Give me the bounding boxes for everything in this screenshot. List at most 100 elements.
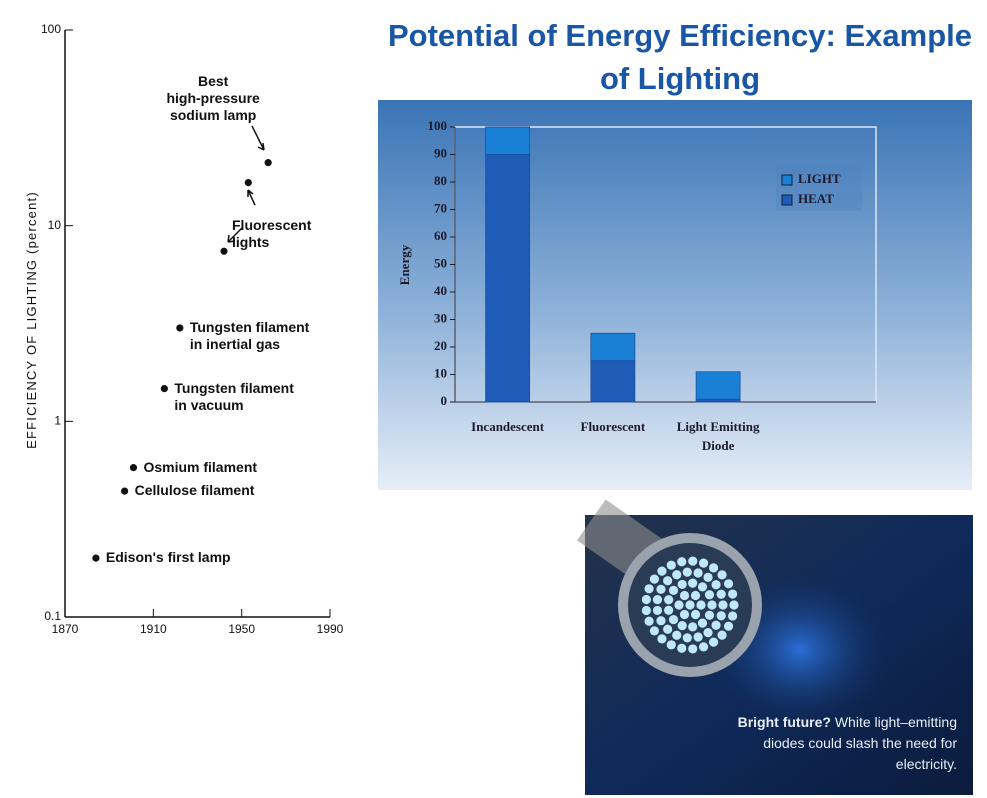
led — [683, 568, 692, 577]
bar-segment — [696, 372, 740, 400]
led — [663, 576, 672, 585]
legend-swatch — [782, 175, 792, 185]
y-tick-label: 10 — [434, 365, 447, 380]
led — [667, 561, 676, 570]
led — [667, 640, 676, 649]
point-label: Edison's first lamp — [106, 549, 231, 566]
led — [656, 616, 665, 625]
y-axis-label: EFFICIENCY OF LIGHTING (percent) — [24, 191, 39, 449]
led — [642, 595, 651, 604]
x-tick-label: Light Emitting Diode — [668, 417, 768, 455]
bar-segment — [486, 127, 530, 155]
led — [709, 638, 718, 647]
led — [698, 582, 707, 591]
led — [711, 580, 720, 589]
led — [707, 600, 716, 609]
legend-label: HEAT — [798, 191, 834, 206]
led — [688, 556, 697, 565]
y-tick-label: 40 — [434, 283, 447, 298]
x-tick-label: Fluorescent — [563, 417, 663, 436]
point-label: Osmium filament — [143, 459, 257, 476]
led — [680, 610, 689, 619]
point — [245, 179, 252, 186]
led — [729, 600, 738, 609]
y-tick-label: 50 — [434, 255, 447, 270]
y-tick-label: 70 — [434, 200, 447, 215]
led — [728, 611, 737, 620]
led — [657, 566, 666, 575]
y-tick-label: 30 — [434, 310, 447, 325]
led — [663, 625, 672, 634]
led — [669, 586, 678, 595]
led — [717, 590, 726, 599]
led — [694, 632, 703, 641]
point-label: Fluorescent lights — [232, 217, 311, 251]
led — [705, 590, 714, 599]
legend-label: LIGHT — [798, 171, 841, 186]
point-label: Best high-pressure sodium lamp — [158, 73, 268, 124]
point — [130, 464, 137, 471]
arrow — [252, 126, 264, 150]
y-tick-label: 80 — [434, 173, 447, 188]
led — [691, 610, 700, 619]
led — [644, 617, 653, 626]
led — [672, 570, 681, 579]
led — [664, 606, 673, 615]
led — [724, 622, 733, 631]
point — [176, 324, 183, 331]
point — [92, 554, 99, 561]
led — [696, 600, 705, 609]
y-tick-label: 90 — [434, 145, 447, 160]
point — [121, 487, 128, 494]
led — [699, 559, 708, 568]
led — [718, 600, 727, 609]
led — [717, 631, 726, 640]
led — [653, 606, 662, 615]
x-tick-label: 1910 — [140, 622, 167, 636]
x-tick-label: 1950 — [228, 622, 255, 636]
canvas: 0.11101001870191019501990EFFICIENCY OF L… — [0, 0, 987, 798]
x-tick-label: 1870 — [52, 622, 79, 636]
led — [717, 570, 726, 579]
bar-segment — [696, 399, 740, 402]
legend-swatch — [782, 195, 792, 205]
led — [677, 557, 686, 566]
led — [709, 563, 718, 572]
led — [650, 626, 659, 635]
point-label: Tungsten filament in vacuum — [174, 380, 294, 414]
led — [653, 595, 662, 604]
led — [644, 584, 653, 593]
led — [683, 633, 692, 642]
x-tick-label: Incandescent — [458, 417, 558, 436]
bar-segment — [591, 333, 635, 361]
bar-segment — [486, 155, 530, 403]
led — [672, 631, 681, 640]
point — [265, 159, 272, 166]
y-tick-label: 10 — [48, 218, 62, 232]
led — [703, 573, 712, 582]
y-tick-label: 60 — [434, 228, 447, 243]
led — [688, 622, 697, 631]
y-tick-label: 20 — [434, 338, 447, 353]
led — [703, 628, 712, 637]
photo-caption-box: Bright future? White light–emitting diod… — [735, 712, 957, 775]
point-label: Tungsten filament in inertial gas — [190, 319, 310, 353]
led — [657, 634, 666, 643]
led — [711, 621, 720, 630]
led — [685, 600, 694, 609]
led — [677, 644, 686, 653]
led — [688, 579, 697, 588]
photo-caption-title: Bright future? — [738, 714, 831, 730]
led — [669, 615, 678, 624]
led — [656, 585, 665, 594]
bar-segment — [591, 361, 635, 402]
led — [694, 568, 703, 577]
led — [678, 580, 687, 589]
led — [705, 611, 714, 620]
y-axis-label: Energy — [397, 244, 412, 285]
led — [691, 591, 700, 600]
y-tick-label: 100 — [41, 22, 61, 36]
led — [650, 575, 659, 584]
led — [642, 606, 651, 615]
led — [724, 579, 733, 588]
